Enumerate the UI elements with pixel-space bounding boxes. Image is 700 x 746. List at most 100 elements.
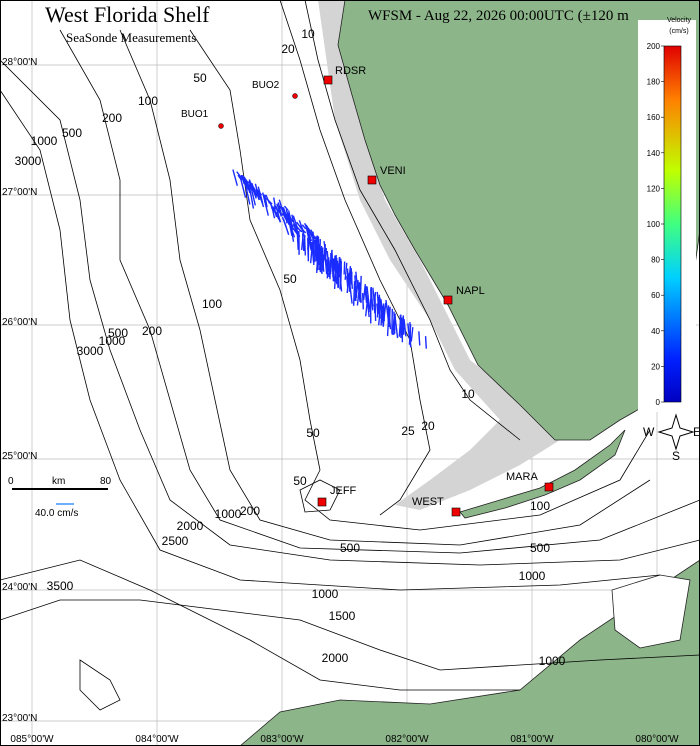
current-vector <box>315 235 318 262</box>
depth-label: 1000 <box>519 569 546 583</box>
current-vector <box>232 169 238 186</box>
current-vectors <box>232 169 427 349</box>
current-vector <box>254 183 261 201</box>
current-vector <box>276 209 284 216</box>
current-vector <box>336 266 340 283</box>
current-vector <box>249 185 257 206</box>
station-marker <box>451 507 461 517</box>
depth-label: 50 <box>193 71 207 85</box>
depth-label: 1000 <box>215 507 242 521</box>
current-vector <box>328 259 332 278</box>
current-vector <box>410 327 414 342</box>
depth-label: 1000 <box>31 134 58 148</box>
current-vector <box>344 262 348 280</box>
contour <box>79 659 121 711</box>
current-vector <box>241 175 246 185</box>
station-label: VENI <box>380 165 406 177</box>
current-vector <box>362 283 367 301</box>
depth-label: 200 <box>102 111 122 125</box>
contour <box>0 89 661 591</box>
current-vector <box>320 252 324 267</box>
contour <box>299 479 341 513</box>
latitude-label: 27°00'N <box>2 187 37 198</box>
current-vector <box>364 294 369 317</box>
latitude-label: 24°00'N <box>2 582 37 593</box>
scale-start: 0 <box>8 476 14 487</box>
colorbar-tick-label: 0 <box>656 398 661 407</box>
compass-south: S <box>672 449 680 463</box>
station-marker <box>544 482 554 492</box>
colorbar <box>663 45 682 403</box>
colorbar-title: Velocity <box>667 17 692 24</box>
labels: 28°00'N 27°00'N 26°00'N 25°00'N 24°00'N 23°00… <box>2 27 679 745</box>
current-vector <box>248 179 253 187</box>
current-vector <box>276 211 281 223</box>
current-vector <box>301 224 307 230</box>
depth-label: 50 <box>306 426 320 440</box>
compass-east: E <box>693 425 700 439</box>
contour <box>189 29 651 531</box>
current-vector <box>333 266 337 290</box>
run-info: WFSM - Aug 22, 2026 00:00UTC (±120 m <box>368 8 629 24</box>
current-vector <box>352 281 356 306</box>
current-vector <box>292 215 299 230</box>
contour <box>279 0 431 516</box>
current-vector <box>284 212 288 224</box>
current-vector <box>310 229 316 240</box>
current-vector <box>355 284 359 298</box>
current-vector <box>393 311 396 334</box>
current-vector <box>354 285 357 301</box>
depth-label: 100 <box>202 297 222 311</box>
depth-label: 200 <box>142 324 162 338</box>
depth-label: 3500 <box>47 579 74 593</box>
station-label: JEFF <box>330 485 357 497</box>
depth-label: 10 <box>301 27 315 41</box>
compass-west: W <box>643 425 655 439</box>
buoy-marker <box>292 93 298 99</box>
depth-label: 500 <box>62 126 82 140</box>
contour <box>59 29 700 554</box>
station-label: RDSR <box>335 65 366 77</box>
current-vector <box>378 297 381 312</box>
depth-label: 500 <box>530 541 550 555</box>
depth-label: 2000 <box>177 519 204 533</box>
current-vector <box>283 205 289 211</box>
depth-label: 2500 <box>162 534 189 548</box>
depth-label: 3000 <box>15 154 42 168</box>
station-marker <box>317 497 327 507</box>
contour <box>0 59 700 566</box>
contour <box>119 29 651 546</box>
map-subtitle: SeaSonde Measurements <box>66 30 196 45</box>
current-vector <box>348 266 352 280</box>
depth-label: 500 <box>108 326 128 340</box>
scale-unit: km <box>52 476 65 487</box>
current-vector <box>258 191 265 208</box>
compass-rose <box>657 413 695 451</box>
depth-label: 20 <box>281 42 295 56</box>
contour <box>304 0 521 441</box>
depth-label: 1500 <box>329 609 356 623</box>
scale-end: 80 <box>100 476 112 487</box>
current-vector <box>391 315 396 335</box>
depth-label: 1000 <box>99 334 126 348</box>
current-vector <box>240 179 247 198</box>
current-vector <box>409 322 412 348</box>
current-vector <box>276 203 283 217</box>
contour <box>0 559 520 691</box>
current-vector <box>424 336 427 349</box>
current-vector <box>382 307 386 322</box>
current-vector <box>278 205 284 211</box>
current-vector <box>300 235 304 251</box>
station-marker <box>367 175 377 185</box>
longitude-label: 084°00'W <box>135 734 179 745</box>
current-vector <box>359 288 362 303</box>
longitude-label: 085°00'W <box>10 734 54 745</box>
buoy-label: BUO1 <box>181 109 209 120</box>
latitude-label: 25°00'N <box>2 451 37 462</box>
current-vector <box>380 305 383 326</box>
station-label: MARA <box>506 471 538 483</box>
depth-label: 25 <box>401 424 415 438</box>
colorbar-tick-label: 80 <box>651 256 660 265</box>
depth-label: 50 <box>293 474 307 488</box>
